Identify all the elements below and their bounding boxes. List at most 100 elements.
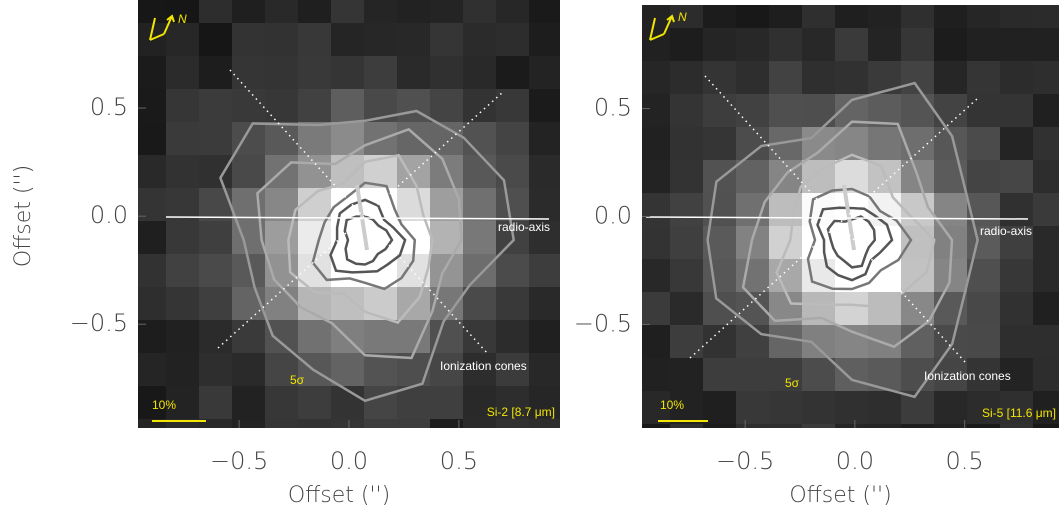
pixel bbox=[166, 419, 200, 453]
pixel bbox=[1000, 160, 1034, 194]
pixel bbox=[1000, 292, 1034, 326]
pixel bbox=[166, 56, 200, 90]
pixel bbox=[529, 188, 563, 222]
pixel bbox=[496, 155, 530, 189]
pixel bbox=[397, 89, 431, 123]
pixel bbox=[967, 160, 1001, 194]
pixel bbox=[769, 391, 803, 425]
pixel bbox=[967, 94, 1001, 128]
pixel bbox=[496, 0, 530, 24]
x-tick-label: 0.5 bbox=[440, 447, 478, 475]
pixel bbox=[802, 61, 836, 95]
pixel bbox=[901, 259, 935, 293]
pixel bbox=[934, 391, 968, 425]
pixel bbox=[1033, 358, 1059, 392]
pixel bbox=[637, 292, 671, 326]
annotation: 10% bbox=[660, 398, 684, 412]
pixel bbox=[133, 56, 167, 90]
pixel bbox=[769, 61, 803, 95]
pixel bbox=[1033, 0, 1059, 29]
pixel bbox=[670, 127, 704, 161]
pixel bbox=[736, 226, 770, 260]
annotation: Si-2 [8.7 μm] bbox=[487, 405, 555, 419]
y-tick-label: 0.5 bbox=[90, 93, 128, 121]
pixel bbox=[463, 122, 497, 156]
pixel bbox=[1033, 292, 1059, 326]
pixel bbox=[529, 287, 563, 321]
pixel bbox=[166, 122, 200, 156]
pixel bbox=[265, 320, 299, 354]
pixel bbox=[331, 353, 365, 387]
annotation: radio-axis bbox=[498, 220, 550, 234]
pixel bbox=[868, 325, 902, 359]
pixel bbox=[133, 254, 167, 288]
y-tick-label: −0.5 bbox=[70, 309, 128, 337]
pixel bbox=[670, 259, 704, 293]
pixel bbox=[397, 122, 431, 156]
pixel bbox=[265, 23, 299, 57]
pixel bbox=[298, 89, 332, 123]
annotation: 5σ bbox=[785, 376, 800, 390]
pixel bbox=[670, 358, 704, 392]
pixel bbox=[463, 221, 497, 255]
pixel bbox=[331, 56, 365, 90]
pixel bbox=[496, 122, 530, 156]
pixel bbox=[166, 320, 200, 354]
pixel bbox=[703, 358, 737, 392]
pixel bbox=[298, 386, 332, 420]
pixel bbox=[265, 287, 299, 321]
pixel bbox=[1000, 61, 1034, 95]
pixel bbox=[637, 226, 671, 260]
pixel bbox=[802, 0, 836, 29]
pixel bbox=[670, 61, 704, 95]
pixel bbox=[232, 353, 266, 387]
pixel bbox=[769, 28, 803, 62]
pixel bbox=[934, 28, 968, 62]
pixel bbox=[265, 221, 299, 255]
pixel bbox=[769, 259, 803, 293]
pixel bbox=[397, 23, 431, 57]
pixel bbox=[265, 89, 299, 123]
pixel bbox=[736, 325, 770, 359]
pixel bbox=[463, 287, 497, 321]
pixel bbox=[529, 23, 563, 57]
pixel bbox=[529, 122, 563, 156]
pixel bbox=[496, 287, 530, 321]
pixel bbox=[835, 28, 869, 62]
pixel bbox=[835, 358, 869, 392]
pixel bbox=[232, 155, 266, 189]
pixel bbox=[703, 28, 737, 62]
pixel bbox=[1033, 127, 1059, 161]
pixel bbox=[430, 89, 464, 123]
pixel bbox=[496, 56, 530, 90]
x-tick-label: 0.0 bbox=[330, 447, 368, 475]
pixel bbox=[430, 56, 464, 90]
pixel bbox=[364, 386, 398, 420]
x-tick-label: −0.5 bbox=[210, 447, 268, 475]
pixel bbox=[265, 56, 299, 90]
pixel bbox=[736, 193, 770, 227]
pixel bbox=[1033, 259, 1059, 293]
annotation: N bbox=[678, 10, 687, 24]
pixel bbox=[967, 325, 1001, 359]
pixel bbox=[397, 0, 431, 24]
x-tick-label: 0.5 bbox=[946, 447, 984, 475]
pixel bbox=[463, 0, 497, 24]
pixel bbox=[1000, 259, 1034, 293]
x-tick-label: 0.0 bbox=[836, 447, 874, 475]
pixel bbox=[463, 56, 497, 90]
pixel bbox=[736, 160, 770, 194]
pixel bbox=[670, 424, 704, 458]
pixel bbox=[1033, 193, 1059, 227]
pixel bbox=[901, 424, 935, 458]
pixel bbox=[637, 127, 671, 161]
pixel bbox=[1000, 28, 1034, 62]
pixel bbox=[637, 94, 671, 128]
pixel bbox=[703, 61, 737, 95]
pixel bbox=[1033, 28, 1059, 62]
pixel bbox=[835, 61, 869, 95]
pixel bbox=[496, 254, 530, 288]
pixel bbox=[637, 193, 671, 227]
pixel bbox=[364, 419, 398, 453]
annotation: Si-5 [11.6 μm] bbox=[982, 406, 1056, 420]
